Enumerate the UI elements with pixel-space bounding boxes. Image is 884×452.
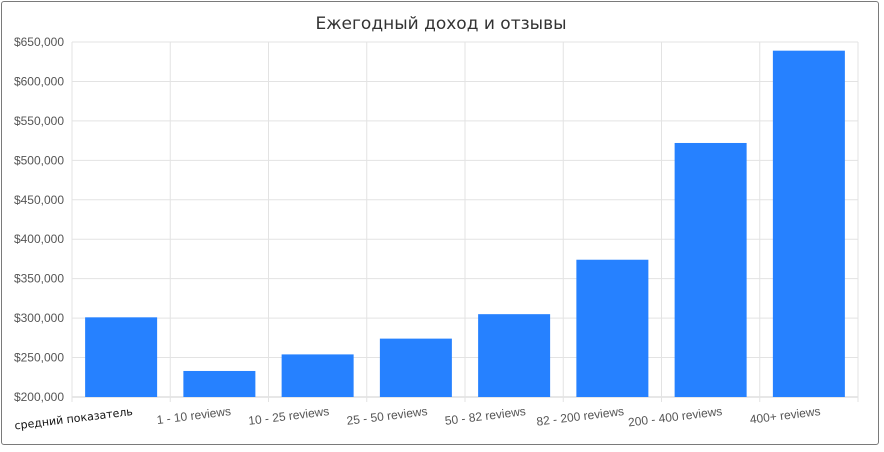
y-axis: $200,000 $250,000 $300,000 $350,000 $400,000…	[14, 35, 64, 404]
bar	[85, 317, 158, 397]
chart-title: Ежегодный доход и отзывы	[315, 14, 566, 34]
x-tick-label: 10 - 25 reviews	[248, 404, 330, 428]
bar	[576, 259, 649, 397]
x-tick-label: 1 - 10 reviews	[156, 404, 232, 427]
y-tick-label: $600,000	[14, 74, 64, 88]
y-tick-label: $350,000	[14, 272, 64, 286]
x-tick-label: 82 - 200 reviews	[536, 404, 625, 429]
bar	[281, 354, 354, 397]
bar	[183, 370, 256, 397]
x-tick-label: 400+ reviews	[749, 404, 821, 427]
y-tick-label: $500,000	[14, 153, 64, 167]
y-tick-label: $650,000	[14, 35, 64, 49]
x-tick-label: средний показатель	[14, 405, 134, 432]
bar	[772, 50, 845, 398]
y-tick-label: $550,000	[14, 114, 64, 128]
y-tick-label: $400,000	[14, 232, 64, 246]
x-tick-label: 50 - 82 reviews	[444, 404, 526, 428]
bars-layer	[85, 50, 845, 398]
y-tick-label: $200,000	[14, 390, 64, 404]
x-tick-label: 200 - 400 reviews	[627, 404, 723, 429]
y-tick-label: $250,000	[14, 351, 64, 365]
bar	[674, 142, 747, 397]
y-tick-label: $300,000	[14, 311, 64, 325]
y-tick-label: $450,000	[14, 193, 64, 207]
x-axis: средний показатель 1 - 10 reviews 10 - 25 …	[14, 404, 821, 432]
x-tick-label: 25 - 50 reviews	[346, 404, 428, 428]
bar	[478, 314, 551, 397]
bar	[379, 338, 452, 397]
